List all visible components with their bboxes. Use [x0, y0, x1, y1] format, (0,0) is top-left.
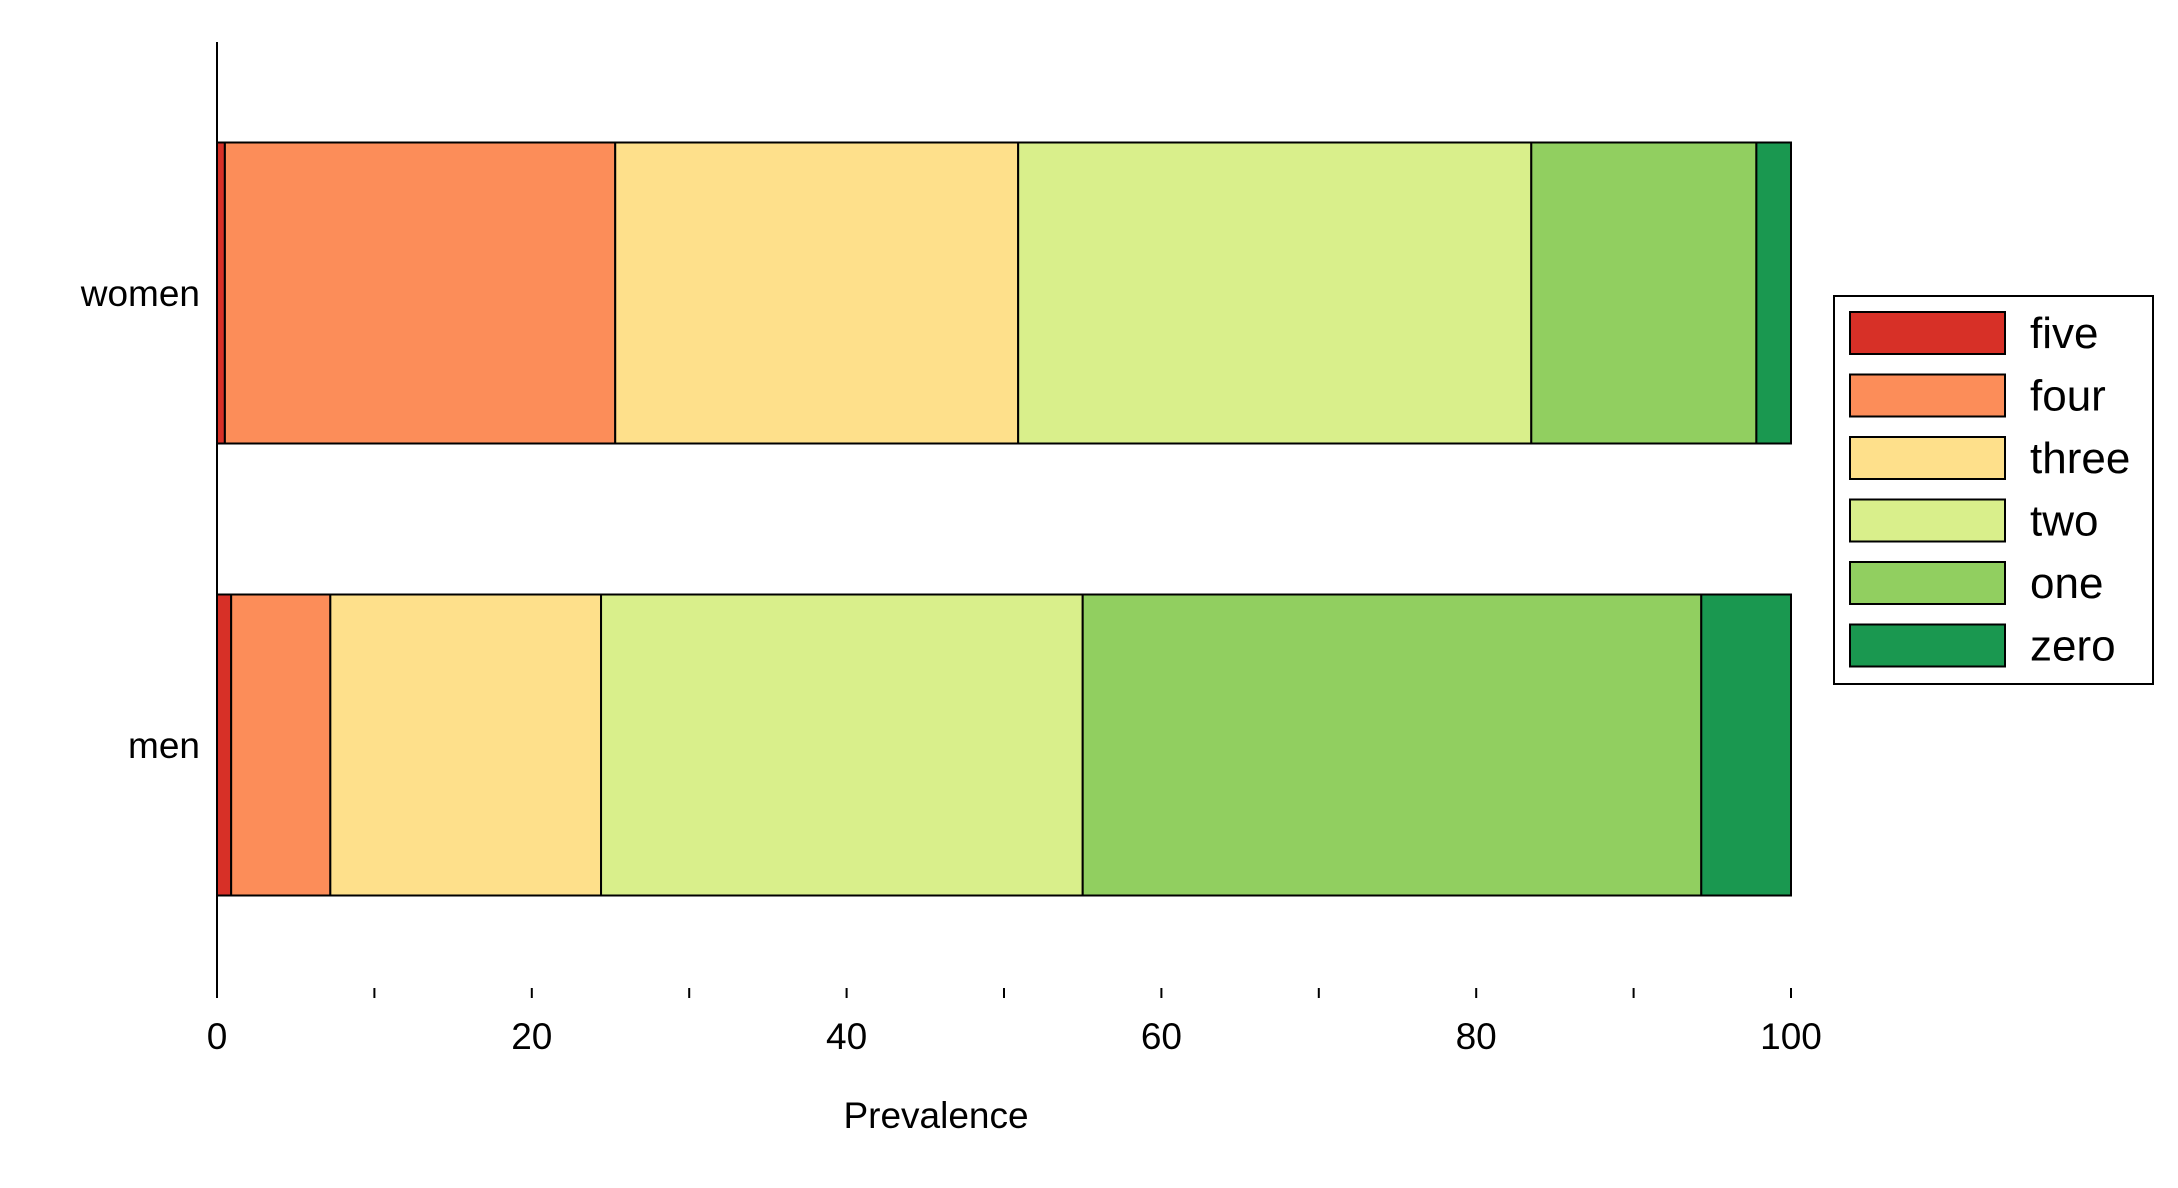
- bar-segment-women-two: [1017, 141, 1533, 445]
- legend-label-three: three: [2030, 434, 2130, 483]
- legend-label-zero: zero: [2030, 622, 2116, 671]
- legend-label-five: five: [2030, 309, 2098, 358]
- bar-segment-women-four: [223, 141, 617, 445]
- legend-swatch-four: [1849, 373, 2006, 418]
- bar-segment-men-zero: [1700, 593, 1792, 897]
- legend-label-four: four: [2030, 372, 2106, 421]
- x-tick-label: 80: [1456, 1016, 1497, 1057]
- bar-segment-women-five: [216, 141, 226, 445]
- legend-frame: [1833, 295, 2154, 685]
- category-label-men: men: [128, 725, 200, 766]
- x-tick-label: 60: [1141, 1016, 1182, 1057]
- bar-segment-men-two: [600, 593, 1084, 897]
- x-axis-ticks: 0 20 40 60 80 100: [207, 988, 1822, 1057]
- legend-swatch-zero: [1849, 623, 2006, 668]
- category-labels: women men: [80, 273, 200, 766]
- legend-swatch-two: [1849, 498, 2006, 543]
- bar-segment-men-five: [216, 593, 233, 897]
- legend: five four three two one zero: [1833, 295, 2154, 685]
- legend-items: five four three two one zero: [1849, 309, 2130, 671]
- bar-segment-women-three: [614, 141, 1020, 445]
- x-tick-label: 20: [511, 1016, 552, 1057]
- x-tick-label: 0: [207, 1016, 228, 1057]
- bar-segment-men-three: [329, 593, 603, 897]
- x-tick-label: 100: [1760, 1016, 1822, 1057]
- legend-swatch-three: [1849, 436, 2006, 480]
- x-tick-label: 40: [826, 1016, 867, 1057]
- category-label-women: women: [80, 273, 200, 314]
- bar-segment-men-four: [230, 593, 332, 897]
- bar-segment-men-one: [1081, 593, 1703, 897]
- bar-segment-women-zero: [1755, 141, 1792, 445]
- bars-layer: [216, 141, 1792, 897]
- x-axis-title: Prevalence: [843, 1095, 1028, 1136]
- legend-swatch-one: [1849, 561, 2006, 605]
- legend-label-two: two: [2030, 497, 2098, 546]
- legend-label-one: one: [2030, 559, 2103, 608]
- bar-segment-women-one: [1530, 141, 1758, 445]
- legend-swatch-five: [1849, 311, 2006, 355]
